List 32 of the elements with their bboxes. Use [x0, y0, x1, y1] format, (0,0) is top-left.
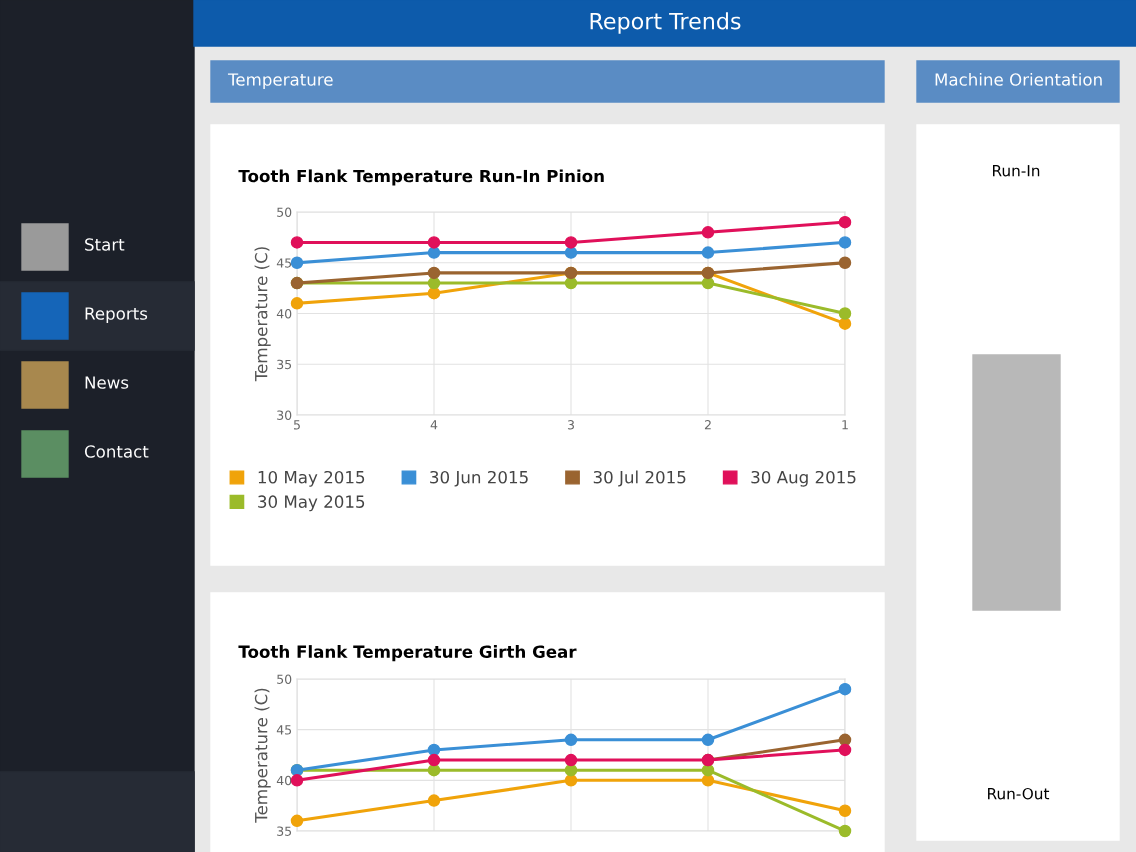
- y-tick-label: 40: [276, 775, 292, 786]
- y-tick-label: 45: [276, 258, 292, 268]
- legend-label: 30 Jun 2015: [430, 470, 528, 487]
- legend-label: 10 May 2015: [258, 470, 365, 487]
- y-tick-label: 50: [277, 674, 292, 684]
- legend-label: 30 Jul 2015: [593, 470, 686, 487]
- y-tick-label: 50: [277, 207, 292, 217]
- x-tick-label: 2: [704, 420, 711, 430]
- legend-label: 30 May 2015: [258, 495, 365, 512]
- x-tick-label: 3: [567, 420, 574, 430]
- y-axis-title: Temperature (C): [254, 688, 271, 823]
- y-tick-label: 40: [276, 308, 292, 319]
- x-tick-label: 5: [293, 420, 300, 430]
- y-tick-label: 35: [277, 359, 292, 370]
- text: Contact: [84, 445, 149, 458]
- y-tick-label: 45: [276, 725, 292, 735]
- y-tick-label: 30: [277, 410, 292, 420]
- text: Machine Orientation: [935, 72, 1102, 86]
- text: Run-In: [993, 165, 1040, 177]
- text: Report Trends: [590, 12, 741, 34]
- text: Run-Out: [988, 787, 1050, 800]
- text: Start: [85, 238, 125, 251]
- chart-title: Tooth Flank Temperature Girth Gear: [238, 645, 577, 662]
- y-axis-title: Temperature (C): [254, 247, 271, 382]
- legend-label: 30 Aug 2015: [751, 470, 856, 487]
- x-tick-label: 1: [842, 420, 848, 430]
- text: Temperature: [227, 73, 333, 90]
- x-tick-label: 4: [430, 420, 438, 430]
- chart-title: Tooth Flank Temperature Run-In Pinion: [238, 169, 604, 186]
- text: News: [85, 376, 129, 389]
- y-tick-label: 35: [277, 826, 292, 836]
- text: Reports: [85, 307, 148, 324]
